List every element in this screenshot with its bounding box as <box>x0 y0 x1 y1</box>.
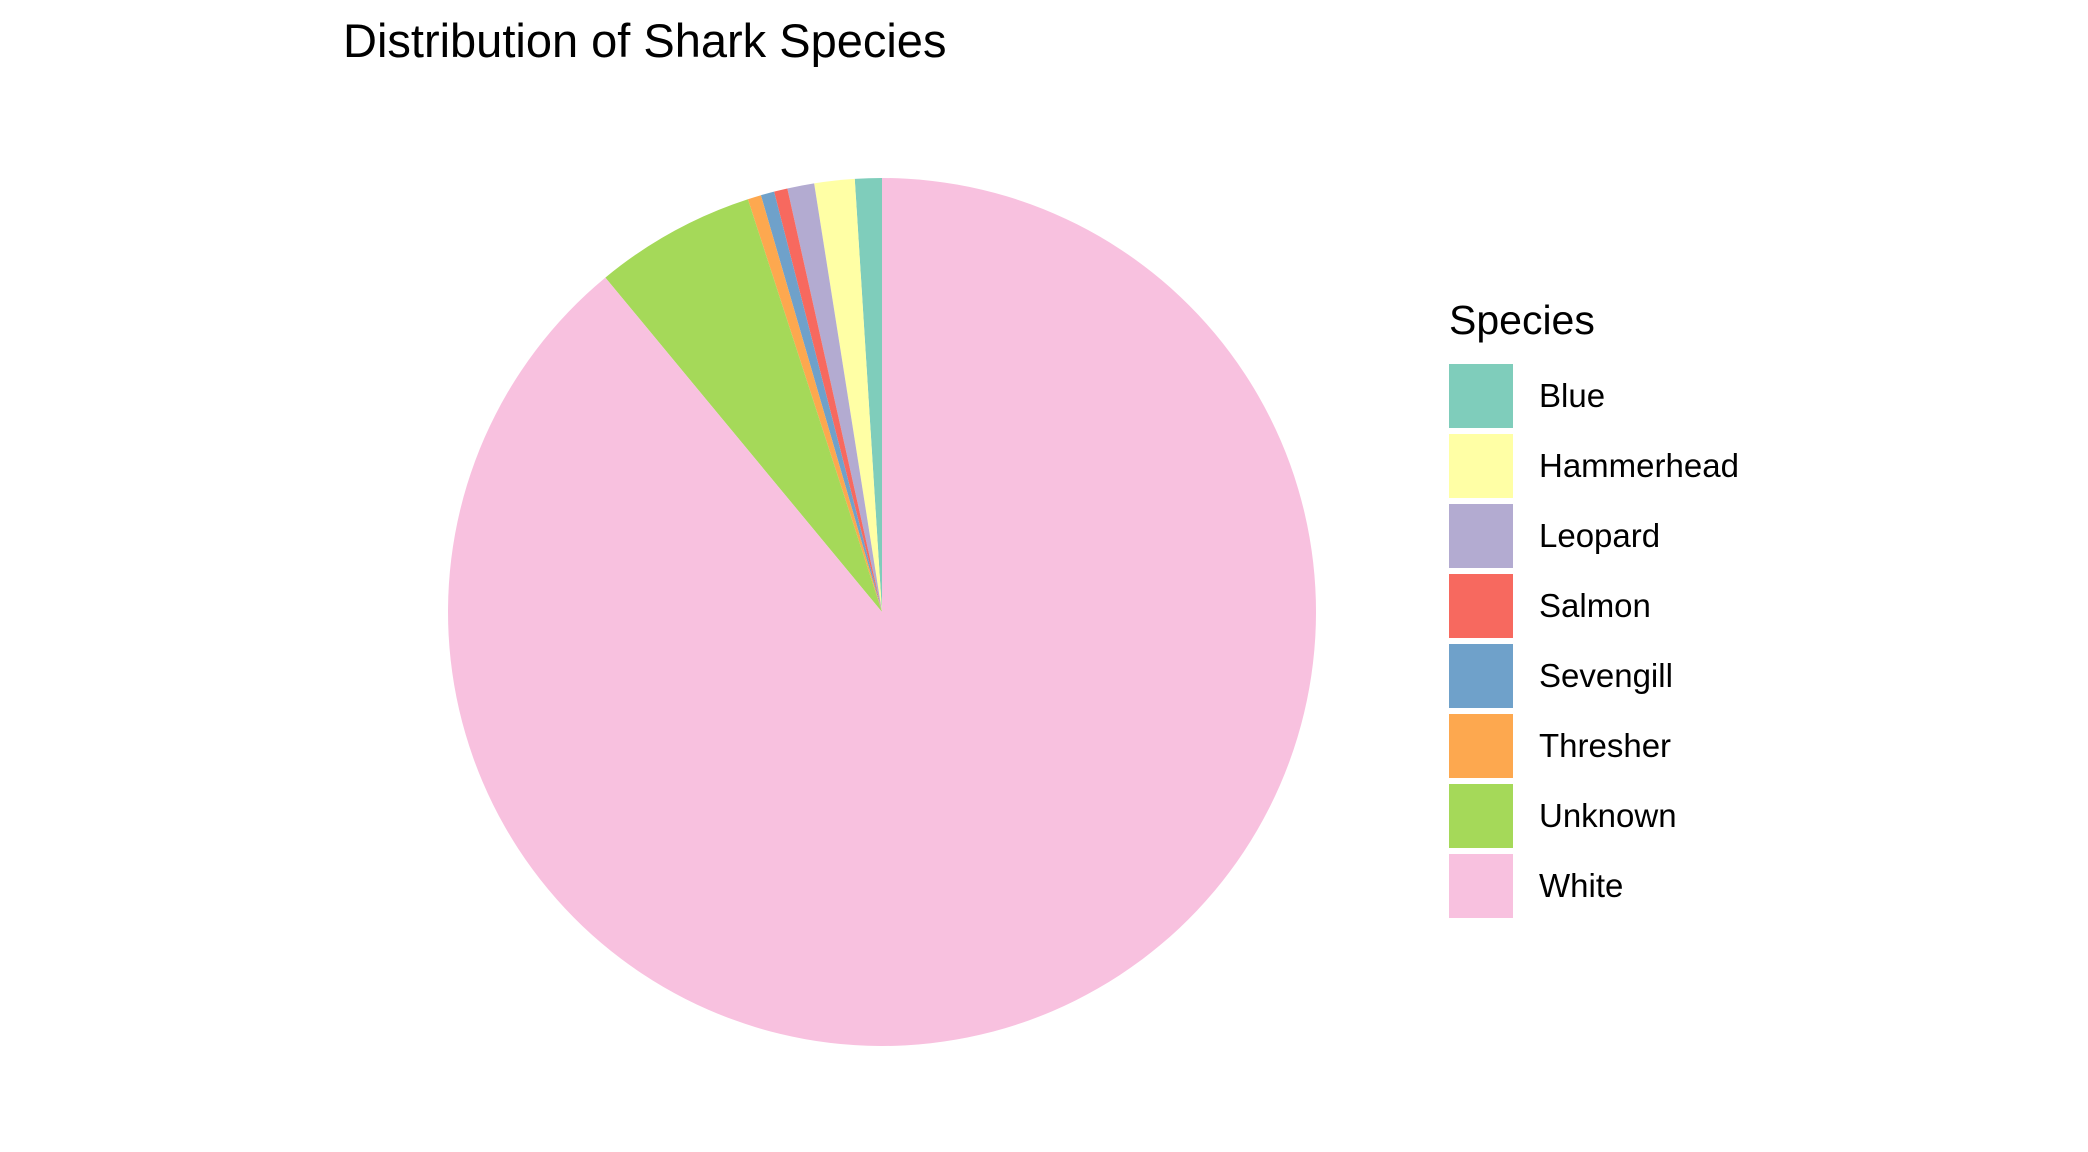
legend-label: Thresher <box>1539 727 1672 765</box>
legend: Species Blue Hammerhead Leopard Salmon Seven… <box>1449 296 1739 921</box>
legend-swatch <box>1449 574 1513 639</box>
legend-item-white: White <box>1449 851 1739 921</box>
legend-label: Unknown <box>1539 797 1677 835</box>
pie-slice-salmon <box>774 188 882 612</box>
legend-item-thresher: Thresher <box>1449 711 1739 781</box>
legend-item-leopard: Leopard <box>1449 501 1739 571</box>
legend-item-salmon: Salmon <box>1449 571 1739 641</box>
pie-slice-hammerhead <box>814 178 882 613</box>
legend-swatch <box>1449 714 1513 779</box>
pie-slice-blue <box>854 178 882 612</box>
legend-swatch <box>1449 644 1513 709</box>
legend-swatch <box>1449 784 1513 849</box>
legend-item-unknown: Unknown <box>1449 781 1739 851</box>
legend-label: Blue <box>1539 377 1606 415</box>
legend-item-blue: Blue <box>1449 361 1739 431</box>
pie-slice-unknown <box>605 199 882 613</box>
legend-title: Species <box>1449 297 1595 343</box>
legend-swatch <box>1449 504 1513 569</box>
pie-slices <box>448 178 1317 1046</box>
pie-slice-leopard <box>787 183 882 612</box>
legend-label: Salmon <box>1539 587 1651 625</box>
legend-item-sevengill: Sevengill <box>1449 641 1739 711</box>
legend-label: White <box>1539 867 1624 905</box>
legend-swatch <box>1449 854 1513 919</box>
pie-slice-white <box>448 178 1317 1046</box>
legend-swatch <box>1449 434 1513 499</box>
pie-slice-sevengill <box>760 191 882 612</box>
legend-label: Sevengill <box>1539 657 1673 695</box>
legend-item-hammerhead: Hammerhead <box>1449 431 1739 501</box>
legend-label: Leopard <box>1539 517 1661 555</box>
legend-swatch <box>1449 364 1513 429</box>
pie-slice-thresher <box>747 195 882 613</box>
chart-title: Distribution of Shark Species <box>343 14 947 67</box>
legend-items: Blue Hammerhead Leopard Salmon Sevengill Thre… <box>1449 361 1739 921</box>
legend-label: Hammerhead <box>1539 447 1739 485</box>
